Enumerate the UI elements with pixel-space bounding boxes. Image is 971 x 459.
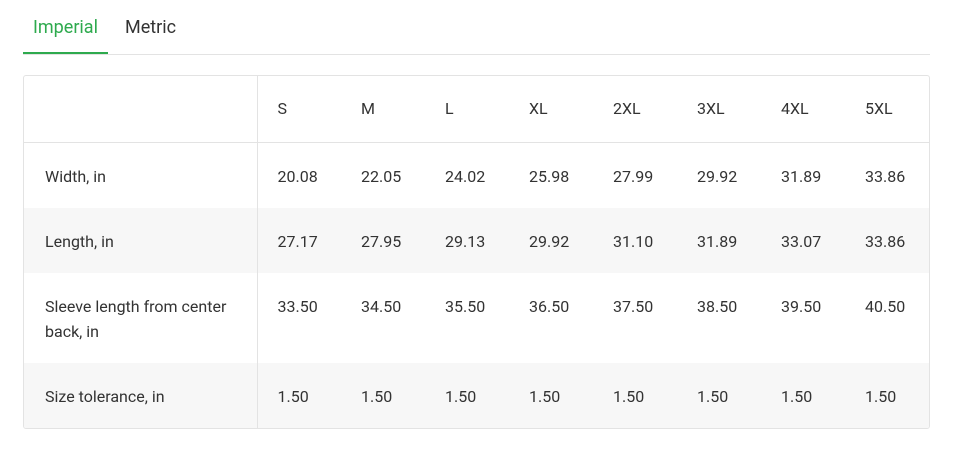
- column-header: S: [277, 99, 288, 119]
- row-label: Sleeve length from center back, in: [24, 273, 258, 363]
- column-header: M: [361, 99, 375, 119]
- tab-bar: Imperial Metric: [23, 0, 930, 55]
- column-header: 3XL: [697, 99, 725, 119]
- row-label: Length, in: [24, 208, 258, 273]
- corner-cell: [24, 76, 258, 142]
- cell: 29.13: [445, 232, 486, 251]
- cell: 1.50: [781, 387, 813, 406]
- cell: 24.02: [445, 166, 486, 186]
- cell: 27.95: [361, 232, 402, 251]
- cell: 37.50: [613, 297, 654, 316]
- tab[interactable]: Metric: [125, 17, 177, 38]
- cell: 34.50: [361, 297, 402, 316]
- cell: 1.50: [445, 387, 477, 406]
- cell: 40.50: [865, 297, 906, 316]
- column-header: XL: [529, 99, 548, 119]
- table-row: Length, in 27.17 27.95 29.13 29.92 31.10 31.89…: [24, 208, 929, 273]
- cell: 39.50: [781, 297, 822, 316]
- cell: 33.50: [277, 297, 318, 316]
- cell: 31.89: [697, 232, 738, 251]
- cell: 25.98: [529, 166, 570, 186]
- cell: 1.50: [865, 387, 897, 406]
- cell: 29.92: [529, 232, 570, 251]
- cell: 27.17: [277, 232, 318, 251]
- column-header: L: [445, 99, 454, 119]
- cell: 1.50: [361, 387, 393, 406]
- size-table: S M L XL 2XL 3XL 4XL 5XL Width, in 20.08 22.05 24.…: [24, 76, 929, 428]
- column-header: 4XL: [781, 99, 809, 119]
- cell: 35.50: [445, 297, 486, 316]
- table-body: Width, in 20.08 22.05 24.02 25.98 27.99 29.92 3…: [24, 142, 929, 428]
- cell: 36.50: [529, 297, 570, 316]
- cell: 33.86: [865, 232, 906, 251]
- column-header: 5XL: [865, 99, 893, 119]
- cell: 22.05: [361, 166, 402, 186]
- cell: 38.50: [697, 297, 738, 316]
- row-label: Width, in: [24, 142, 258, 208]
- table-row: Width, in 20.08 22.05 24.02 25.98 27.99 29.92 3…: [24, 142, 929, 208]
- cell: 1.50: [697, 387, 729, 406]
- header-row: S M L XL 2XL 3XL 4XL 5XL: [24, 76, 929, 142]
- cell: 27.99: [613, 166, 654, 186]
- cell: 1.50: [529, 387, 561, 406]
- cell: 20.08: [277, 166, 318, 186]
- cell: 29.92: [697, 166, 738, 186]
- table-row: Size tolerance, in 1.50 1.50 1.50 1.50 1.50 1.…: [24, 363, 929, 428]
- row-label: Size tolerance, in: [24, 363, 258, 428]
- cell: 1.50: [613, 387, 645, 406]
- tab[interactable]: Imperial: [23, 16, 108, 54]
- column-header: 2XL: [613, 99, 641, 119]
- cell: 33.86: [865, 166, 906, 186]
- cell: 1.50: [277, 387, 309, 406]
- table-row: Sleeve length from center back, in 33.50 3…: [24, 273, 929, 363]
- cell: 31.10: [613, 232, 654, 251]
- cell: 31.89: [781, 166, 822, 186]
- cell: 33.07: [781, 232, 822, 251]
- size-table-box: S M L XL 2XL 3XL 4XL 5XL Width, in 20.08 22.05 24.…: [23, 75, 930, 429]
